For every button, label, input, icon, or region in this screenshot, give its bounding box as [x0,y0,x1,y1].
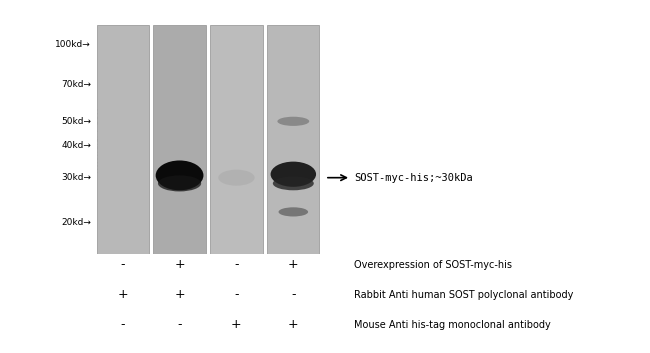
Text: +: + [288,258,298,271]
Text: 50kd→: 50kd→ [61,117,91,126]
Text: Rabbit Anti human SOST polyclonal antibody: Rabbit Anti human SOST polyclonal antibo… [354,290,573,300]
Ellipse shape [156,161,203,190]
Text: 30kd→: 30kd→ [61,173,91,182]
Ellipse shape [158,175,202,191]
Text: Mouse Anti his-tag monoclonal antibody: Mouse Anti his-tag monoclonal antibody [354,320,551,330]
Text: -: - [177,318,182,331]
Bar [153,25,205,254]
Ellipse shape [278,117,309,126]
Text: 40kd→: 40kd→ [61,142,91,150]
Text: -: - [120,318,125,331]
Text: +: + [174,258,185,271]
Text: 100kd→: 100kd→ [55,40,91,49]
Text: WWW.FICLA.COM: WWW.FICLA.COM [98,107,107,172]
Text: -: - [120,258,125,271]
Ellipse shape [278,207,308,216]
Ellipse shape [270,162,316,187]
Text: Overexpression of SOST-myc-his: Overexpression of SOST-myc-his [354,260,512,270]
Text: -: - [234,258,239,271]
Bar [97,25,149,254]
Text: +: + [118,288,128,301]
Ellipse shape [273,176,314,190]
Bar [211,25,263,254]
Text: +: + [288,318,298,331]
Text: -: - [234,288,239,301]
Text: 20kd→: 20kd→ [61,218,91,227]
Ellipse shape [218,170,255,186]
Text: SOST-myc-his;~30kDa: SOST-myc-his;~30kDa [354,173,473,183]
Text: -: - [291,288,296,301]
Bar [267,25,319,254]
Text: +: + [174,288,185,301]
Text: +: + [231,318,242,331]
Text: 70kd→: 70kd→ [61,80,91,89]
